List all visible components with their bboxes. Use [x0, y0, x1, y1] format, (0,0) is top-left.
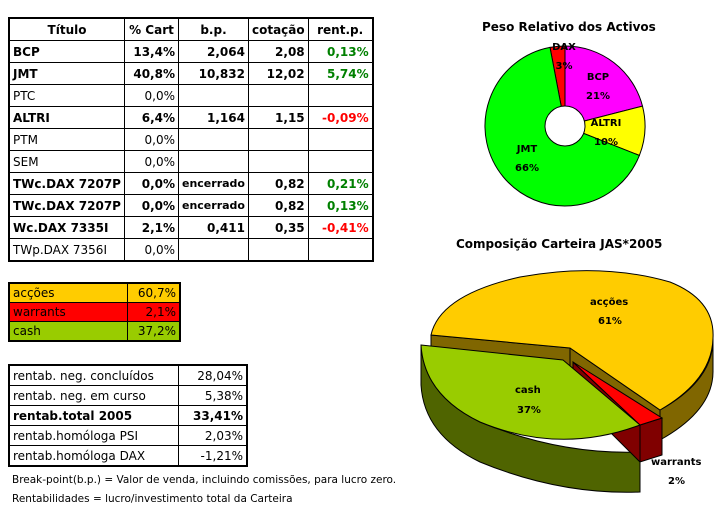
composition-row: acções 60,7% [8, 282, 181, 303]
table-row: ALTRI 6,4% 1,164 1,15 -0,09% [8, 106, 374, 129]
cell-rent [307, 238, 374, 262]
cell-rent: 5,74% [307, 62, 374, 85]
returns-label: rentab.homóloga DAX [8, 445, 179, 467]
pie3d-accoes-top [430, 270, 714, 411]
returns-label: rentab. neg. em curso [8, 385, 179, 406]
composition-value: 60,7% [127, 282, 181, 303]
pie3d-chart: acções 61% cash 37% warrants 2% [420, 270, 714, 493]
cell-titulo: TWp.DAX 7356I [8, 238, 125, 262]
cell-bp: 0,411 [178, 216, 249, 239]
cell-cotacao: 0,82 [247, 194, 309, 217]
returns-value: 5,38% [178, 385, 248, 406]
cell-titulo: Wc.DAX 7335I [8, 216, 125, 239]
cell-rent: -0,09% [307, 106, 374, 129]
donut-chart-title: Peso Relativo dos Activos [482, 20, 656, 34]
pie3d-accoes-label: acções [590, 297, 628, 308]
pie3d-cash-top [420, 344, 641, 440]
pie3d-cash-label: cash [515, 385, 541, 396]
cell-bp: 10,832 [178, 62, 249, 85]
holdings-header-row: Título % Cart b.p. cotação rent.p. [8, 17, 374, 41]
pie3d-warrants-side [639, 417, 663, 463]
cell-cotacao [247, 238, 309, 262]
returns-row: rentab. neg. em curso 5,38% [8, 385, 248, 406]
pie3d-accoes-pct: 61% [598, 316, 622, 327]
header-rent: rent.p. [307, 17, 374, 41]
holdings-table: Título % Cart b.p. cotação rent.p. BCP 13… [8, 17, 374, 262]
donut-label-jmt: JMT [516, 144, 538, 155]
composition-value: 37,2% [127, 321, 181, 342]
header-cart: % Cart [124, 17, 179, 41]
composition-label: warrants [8, 302, 128, 322]
donut-pct-jmt: 66% [515, 163, 539, 174]
donut-label-bcp: BCP [587, 72, 609, 83]
returns-row: rentab.homóloga PSI 2,03% [8, 425, 248, 446]
pie3d-warrants-top [572, 361, 664, 426]
returns-table: rentab. neg. concluídos 28,04% rentab. neg… [8, 364, 248, 467]
pie3d-chart-title: Composição Carteira JAS*2005 [456, 237, 663, 251]
returns-value: -1,21% [178, 445, 248, 467]
cell-rent: 0,13% [307, 40, 374, 63]
cell-cart: 0,0% [124, 150, 179, 173]
donut-label-altri: ALTRI [591, 118, 622, 129]
cell-cart: 0,0% [124, 172, 179, 195]
cell-cart: 0,0% [124, 238, 179, 262]
header-bp: b.p. [178, 17, 249, 41]
table-row: Wc.DAX 7335I 2,1% 0,411 0,35 -0,41% [8, 216, 374, 239]
donut-label-dax: DAX [552, 42, 576, 53]
cell-cotacao: 0,35 [247, 216, 309, 239]
returns-row: rentab. neg. concluídos 28,04% [8, 364, 248, 386]
cell-titulo: SEM [8, 150, 125, 173]
table-row: JMT 40,8% 10,832 12,02 5,74% [8, 62, 374, 85]
pie3d-cash-pct: 37% [517, 405, 541, 416]
cell-cotacao: 12,02 [247, 62, 309, 85]
cell-titulo: JMT [8, 62, 125, 85]
returns-row: rentab.homóloga DAX -1,21% [8, 445, 248, 467]
table-row: TWc.DAX 7207P 0,0% encerrado 0,82 0,21% [8, 172, 374, 195]
donut-pct-bcp: 21% [586, 91, 610, 102]
cell-bp: 1,164 [178, 106, 249, 129]
composition-table: acções 60,7% warrants 2,1% cash 37,2% [8, 282, 181, 342]
composition-row: cash 37,2% [8, 321, 181, 342]
donut-hole [544, 105, 586, 147]
cell-cart: 2,1% [124, 216, 179, 239]
returns-note: Rentabilidades = lucro/investimento tota… [12, 493, 293, 505]
donut-pct-altri: 10% [594, 137, 618, 148]
returns-value: 2,03% [178, 425, 248, 446]
donut-pct-dax: 3% [556, 61, 573, 72]
composition-label: cash [8, 321, 128, 342]
holdings-body: BCP 13,4% 2,064 2,08 0,13% JMT 40,8% 10,832 12,0… [8, 40, 374, 262]
table-row: SEM 0,0% [8, 150, 374, 173]
cell-cart: 6,4% [124, 106, 179, 129]
table-row: BCP 13,4% 2,064 2,08 0,13% [8, 40, 374, 63]
pie3d-warrants-pct: 2% [668, 476, 685, 487]
composition-value: 2,1% [127, 302, 181, 322]
donut-slice-bcp [564, 45, 644, 127]
table-row: TWc.DAX 7207P 0,0% encerrado 0,82 0,13% [8, 194, 374, 217]
cell-bp [178, 238, 249, 262]
composition-row: warrants 2,1% [8, 302, 181, 322]
returns-label: rentab.homóloga PSI [8, 425, 179, 446]
cell-titulo: TWc.DAX 7207P [8, 172, 125, 195]
breakpoint-note: Break-point(b.p.) = Valor de venda, incl… [12, 474, 397, 486]
cell-cart: 0,0% [124, 194, 179, 217]
pie3d-warrants-label: warrants [651, 457, 701, 468]
cell-rent: -0,41% [307, 216, 374, 239]
table-row: TWp.DAX 7356I 0,0% [8, 238, 374, 262]
returns-value: 28,04% [178, 364, 248, 386]
donut-chart: DAX 3% BCP 21% ALTRI 10% JMT 66% [484, 42, 646, 207]
returns-label: rentab. neg. concluídos [8, 364, 179, 386]
